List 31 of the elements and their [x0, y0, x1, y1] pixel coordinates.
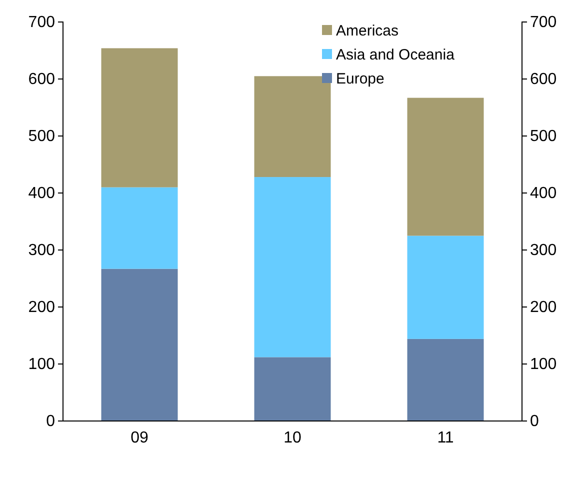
y-tick-label: 200 — [28, 299, 56, 316]
bar — [407, 236, 484, 339]
y2-tick-label: 200 — [530, 299, 557, 316]
bar — [101, 48, 178, 188]
x-tick-label: 11 — [437, 429, 454, 446]
y-tick-label: 100 — [28, 356, 56, 374]
y2-tick-label: 500 — [530, 128, 557, 146]
x-tick-label: 10 — [284, 429, 302, 446]
y2-tick-label: 100 — [530, 356, 557, 374]
y2-tick-label: 0 — [530, 413, 539, 430]
bar — [101, 187, 178, 269]
y-tick-label: 700 — [28, 14, 56, 32]
y2-tick-label: 600 — [530, 71, 557, 88]
y-tick-label: 500 — [28, 128, 56, 146]
legend-label: Asia and Oceania — [336, 46, 456, 64]
y-tick-label: 400 — [28, 185, 56, 202]
x-tick-label: 09 — [130, 429, 148, 446]
bar — [254, 76, 331, 178]
y2-tick-label: 300 — [530, 242, 557, 260]
bar — [254, 357, 331, 421]
y2-tick-label: 400 — [530, 185, 557, 202]
bar — [407, 338, 484, 421]
y2-tick-label: 700 — [530, 14, 557, 32]
bar — [101, 268, 178, 421]
y-tick-label: 600 — [28, 71, 56, 88]
y-tick-label: 0 — [46, 413, 56, 430]
bar — [254, 177, 331, 358]
bar — [407, 98, 484, 236]
y-tick-label: 300 — [28, 242, 56, 260]
legend-label: Europe — [336, 70, 384, 88]
legend-label: Americas — [336, 22, 399, 40]
